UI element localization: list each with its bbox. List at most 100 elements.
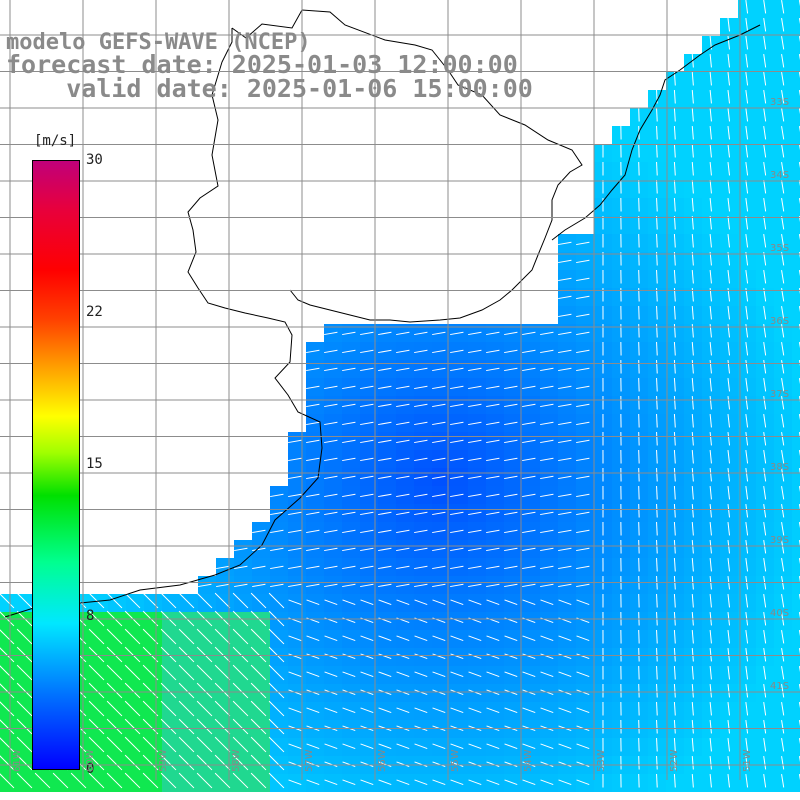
wind-arrow [576, 421, 590, 426]
wind-arrow [88, 592, 105, 609]
wind-arrow [324, 439, 338, 444]
wind-arrow [656, 341, 658, 356]
wind-arrow [576, 547, 590, 552]
wind-arrow [504, 367, 518, 372]
wind-arrow [432, 547, 446, 552]
wind-arrow [414, 511, 428, 516]
wind-arrow [763, 198, 767, 212]
wind-arrow [214, 700, 231, 717]
wind-arrow [396, 367, 410, 372]
wind-cell [792, 198, 800, 216]
wind-arrow [763, 216, 767, 230]
wind-arrow [504, 457, 518, 462]
wind-arrow [288, 439, 302, 444]
wind-arrow [268, 700, 285, 717]
wind-arrow [378, 331, 392, 336]
wind-arrow [781, 216, 785, 230]
wind-arrow [306, 439, 320, 444]
wind-arrow [324, 779, 338, 786]
wind-arrow [142, 700, 159, 717]
wind-arrow [781, 306, 785, 320]
wind-arrow [178, 628, 195, 645]
wind-arrow [360, 779, 374, 786]
wind-arrow [378, 599, 392, 606]
wind-arrow [709, 413, 712, 428]
wind-arrow [306, 761, 320, 768]
wind-arrow [656, 359, 658, 374]
wind-arrow [486, 547, 500, 552]
wind-arrow [324, 349, 338, 354]
wind-arrow [306, 779, 320, 786]
latitude-label: 37S [770, 389, 790, 400]
wind-arrow [781, 378, 785, 392]
wind-arrow [763, 144, 767, 158]
wind-arrow [763, 396, 767, 410]
wind-arrow [342, 439, 356, 444]
wind-arrow [178, 700, 195, 717]
valid-date: valid date: 2025-01-06 15:00:00 [66, 74, 533, 103]
wind-arrow [142, 664, 159, 681]
wind-cell [792, 774, 800, 792]
wind-arrow [450, 475, 464, 480]
wind-arrow [504, 599, 518, 606]
wind-arrow [324, 671, 338, 678]
wind-arrow [781, 432, 785, 446]
wind-arrow [763, 558, 767, 572]
wind-arrow [727, 450, 731, 464]
longitude-label: 56W [377, 749, 388, 772]
wind-arrow [656, 143, 658, 158]
wind-arrow [106, 592, 123, 609]
wind-arrow [268, 664, 285, 681]
colorbar-tick: 15 [86, 456, 103, 472]
wind-arrow [709, 647, 712, 662]
wind-arrow [360, 403, 374, 408]
wind-arrow [709, 305, 712, 320]
wind-arrow [691, 359, 694, 374]
wind-arrow [558, 331, 572, 336]
wind-arrow [673, 485, 676, 500]
wind-arrow [378, 547, 392, 552]
wind-arrow [576, 403, 590, 408]
wind-arrow [342, 403, 356, 408]
wind-arrow [656, 431, 658, 446]
wind-arrow [450, 583, 464, 588]
wind-arrow [656, 179, 658, 194]
wind-arrow [250, 736, 267, 753]
wind-arrow [486, 529, 500, 534]
wind-arrow [268, 772, 285, 789]
wind-arrow [270, 493, 284, 498]
wind-arrow [504, 635, 518, 642]
wind-arrow [558, 475, 572, 480]
wind-arrow [558, 583, 572, 588]
wind-arrow [196, 664, 213, 681]
wind-cell [792, 108, 800, 126]
wind-arrow [673, 143, 676, 158]
wind-arrow [691, 179, 694, 194]
wind-arrow [306, 367, 320, 372]
wind-arrow [178, 736, 195, 753]
wind-arrow [673, 521, 676, 536]
wind-arrow [486, 493, 500, 498]
wind-arrow [504, 565, 518, 570]
wind-arrow [781, 666, 785, 680]
wind-arrow [781, 630, 785, 644]
wind-arrow [486, 439, 500, 444]
wind-cell [792, 432, 800, 450]
wind-arrow [16, 718, 33, 735]
wind-arrow [522, 511, 536, 516]
wind-arrow [396, 779, 410, 786]
wind-arrow [0, 683, 15, 699]
wind-arrow [691, 629, 694, 644]
wind-arrow [160, 646, 177, 663]
wind-arrow [540, 349, 554, 354]
wind-arrow [763, 432, 767, 446]
wind-arrow [178, 682, 195, 699]
wind-arrow [745, 126, 749, 140]
wind-arrow [763, 738, 767, 752]
wind-arrow [124, 664, 141, 681]
wind-cell [792, 234, 800, 252]
wind-arrow [522, 385, 536, 390]
wind-arrow [432, 511, 446, 516]
wind-arrow [781, 702, 785, 716]
